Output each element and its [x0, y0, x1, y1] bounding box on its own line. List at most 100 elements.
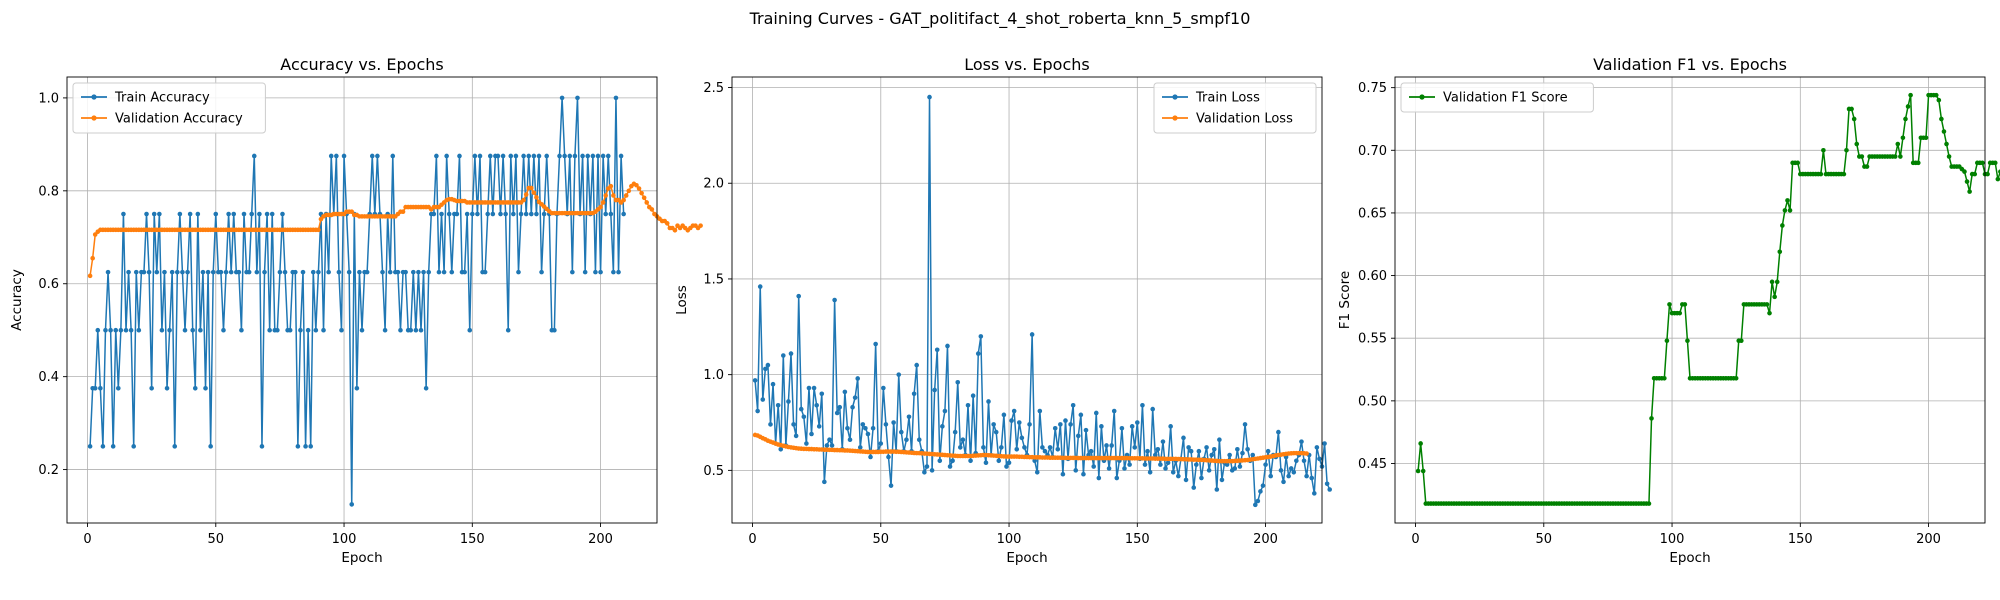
data-point — [239, 327, 244, 333]
data-point — [760, 397, 766, 402]
data-point — [1088, 448, 1094, 454]
data-point — [1081, 471, 1086, 477]
chart-panel-2: 0 50 100 150 200 0.5 1.0 1.5 2.0 2.5 Loss vs. Epoc… — [674, 55, 1332, 566]
data-point — [1281, 479, 1286, 485]
y-tick-label: 0.2 — [38, 463, 59, 478]
data-point — [1304, 473, 1309, 479]
data-point — [1299, 439, 1304, 444]
data-point — [526, 153, 532, 159]
data-point — [1052, 425, 1058, 431]
data-point — [487, 153, 493, 159]
data-point — [1903, 116, 1908, 122]
data-point — [398, 327, 403, 333]
data-point — [970, 393, 976, 399]
data-point — [1263, 462, 1268, 467]
x-tick-label: 100 — [997, 532, 1022, 547]
data-point — [175, 269, 180, 275]
data-point — [1821, 147, 1826, 153]
data-point — [418, 327, 424, 333]
data-point — [580, 153, 585, 159]
data-point — [611, 269, 616, 275]
data-point — [103, 327, 108, 333]
chart-title: Validation F1 vs. Epochs — [1593, 55, 1787, 74]
data-point — [996, 458, 1002, 464]
data-point — [1245, 447, 1250, 452]
data-point — [1070, 402, 1076, 408]
data-point — [439, 211, 444, 217]
data-point — [441, 269, 447, 275]
data-point — [1291, 469, 1297, 475]
data-point — [141, 269, 147, 275]
data-point — [781, 353, 786, 358]
data-point — [1096, 475, 1102, 481]
figure-title: Training Curves - GAT_politifact_4_shot_… — [749, 9, 1251, 29]
data-point — [603, 211, 608, 217]
y-tick-label: 2.0 — [703, 177, 724, 192]
data-point — [523, 192, 529, 197]
data-point — [1122, 466, 1127, 471]
data-point — [108, 327, 113, 333]
data-point — [911, 391, 917, 397]
data-point — [121, 211, 126, 217]
data-point — [595, 153, 601, 159]
data-point — [763, 366, 768, 372]
data-point — [870, 425, 876, 431]
y-tick-label: 1.0 — [703, 368, 724, 383]
data-point — [1168, 424, 1173, 429]
data-point — [534, 211, 539, 217]
data-point — [192, 385, 198, 391]
data-point — [904, 437, 909, 443]
data-point — [544, 153, 549, 159]
data-point — [942, 408, 948, 414]
data-point — [796, 293, 801, 299]
data-point — [1916, 160, 1921, 166]
data-point — [505, 327, 511, 333]
data-point — [1214, 487, 1220, 492]
data-point — [454, 211, 460, 217]
data-point — [983, 460, 989, 466]
data-point — [932, 387, 937, 393]
data-point — [636, 186, 642, 191]
data-point — [888, 483, 894, 488]
legend-label-train-loss: Train Loss — [1195, 91, 1260, 106]
data-point — [552, 327, 557, 333]
data-point — [1078, 412, 1084, 418]
data-point — [1109, 443, 1114, 448]
data-point — [819, 391, 825, 397]
x-axis-label: Epoch — [1669, 550, 1710, 566]
data-point — [937, 458, 943, 464]
data-point — [1237, 464, 1243, 469]
data-point — [855, 376, 860, 381]
data-point — [513, 153, 519, 159]
data-point — [952, 429, 958, 435]
data-point — [968, 458, 973, 464]
data-point — [529, 211, 534, 217]
data-point — [1194, 462, 1199, 467]
data-point — [490, 211, 496, 217]
data-point — [863, 425, 868, 431]
y-tick-label: 0.70 — [1358, 144, 1387, 159]
data-point — [1992, 160, 1998, 166]
data-point — [1188, 448, 1194, 454]
x-tick-label: 100 — [1660, 532, 1685, 547]
data-point — [133, 269, 139, 275]
legend-box — [1153, 82, 1317, 134]
data-point — [1294, 458, 1299, 464]
data-point — [226, 211, 231, 217]
data-point — [334, 153, 339, 159]
data-point — [151, 211, 157, 217]
data-point — [960, 437, 966, 443]
data-point — [770, 381, 776, 387]
data-point — [1165, 460, 1171, 466]
data-point — [521, 153, 526, 159]
legend-swatch-marker — [91, 115, 97, 121]
data-point — [765, 362, 771, 368]
data-point — [1042, 448, 1048, 454]
data-point — [639, 190, 644, 196]
series-validation-f1-score — [1415, 92, 2000, 506]
data-point — [1253, 502, 1258, 508]
data-point — [991, 422, 996, 427]
data-point — [857, 445, 863, 450]
data-point — [400, 209, 406, 215]
data-point — [275, 327, 280, 333]
